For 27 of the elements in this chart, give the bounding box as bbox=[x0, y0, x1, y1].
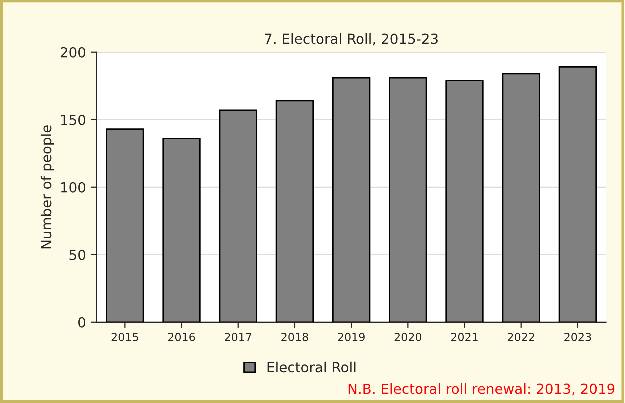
x-tick-label: 2021 bbox=[451, 333, 478, 342]
x-tick-label: 2018 bbox=[282, 333, 308, 342]
chart-title: 7. Electoral Roll, 2015-23 bbox=[265, 34, 438, 46]
x-tick-label: 2015 bbox=[112, 333, 138, 342]
y-axis-title: Number of people bbox=[40, 126, 54, 249]
bar bbox=[219, 110, 258, 322]
bar bbox=[502, 73, 540, 322]
x-tick-label: 2017 bbox=[225, 333, 252, 342]
x-tick-label: 2022 bbox=[508, 333, 534, 342]
bar bbox=[558, 66, 598, 322]
bar bbox=[332, 77, 371, 322]
y-tick-label: 200 bbox=[60, 47, 86, 58]
y-tick-label: 50 bbox=[70, 250, 86, 260]
y-tick-label: 100 bbox=[61, 182, 86, 193]
bar bbox=[106, 128, 144, 322]
x-tick-label: 2019 bbox=[338, 333, 365, 342]
text: N.B. Electoral roll renewal: 2013, 2019 bbox=[348, 384, 615, 396]
bar bbox=[446, 80, 484, 322]
x-tick-label: 2016 bbox=[168, 333, 196, 342]
y-tick-label: 150 bbox=[61, 114, 86, 126]
bar bbox=[276, 100, 314, 322]
legend-label: Electoral Roll bbox=[268, 362, 356, 373]
x-tick-label: 2020 bbox=[394, 333, 422, 342]
bar bbox=[389, 77, 428, 322]
y-tick-label: 0 bbox=[78, 317, 86, 328]
bar bbox=[162, 138, 201, 322]
x-tick-label: 2023 bbox=[564, 333, 592, 342]
